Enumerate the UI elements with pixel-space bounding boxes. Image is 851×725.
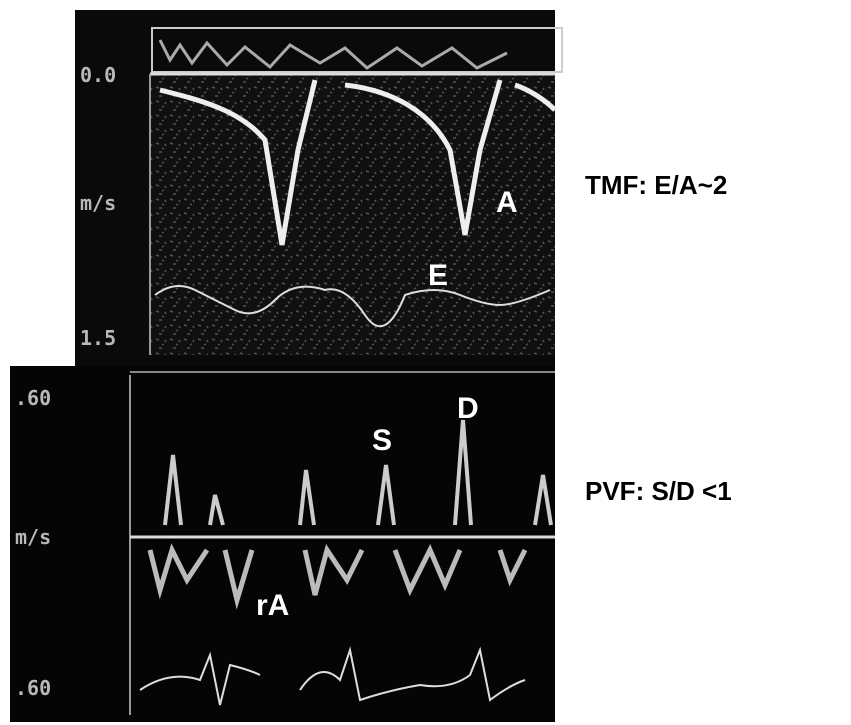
pvf-reverse-flow: [147, 543, 528, 610]
tmf-strip: [151, 27, 563, 73]
pvf-unit: m/s: [15, 525, 51, 549]
pvf-panel: .60 m/s .60 S D rA: [10, 366, 555, 722]
pvf-scale-bottom: .60: [15, 676, 51, 700]
tmf-ecg: [154, 285, 551, 328]
pvf-caption: PVF: S/D <1: [585, 476, 732, 506]
pvf-scale-top: .60: [15, 386, 51, 410]
pvf-forward-flow: [163, 419, 553, 526]
tmf-caption: TMF: E/A~2: [585, 170, 727, 200]
tmf-scale-bottom: 1.5: [80, 326, 116, 350]
label-ra: rA: [256, 589, 289, 622]
label-e: E: [428, 259, 448, 292]
tmf-speckle: [150, 75, 555, 355]
tmf-unit: m/s: [80, 191, 116, 215]
tmf-panel: 0.0 m/s 1.5 A E: [75, 10, 563, 366]
tmf-envelope: [159, 79, 557, 246]
label-a: A: [496, 186, 518, 219]
pvf-ecg: [139, 646, 526, 706]
tmf-scale-top: 0.0: [80, 63, 116, 87]
label-s: S: [372, 424, 392, 457]
label-d: D: [457, 392, 479, 425]
tmf-strip-noise: [158, 39, 508, 70]
